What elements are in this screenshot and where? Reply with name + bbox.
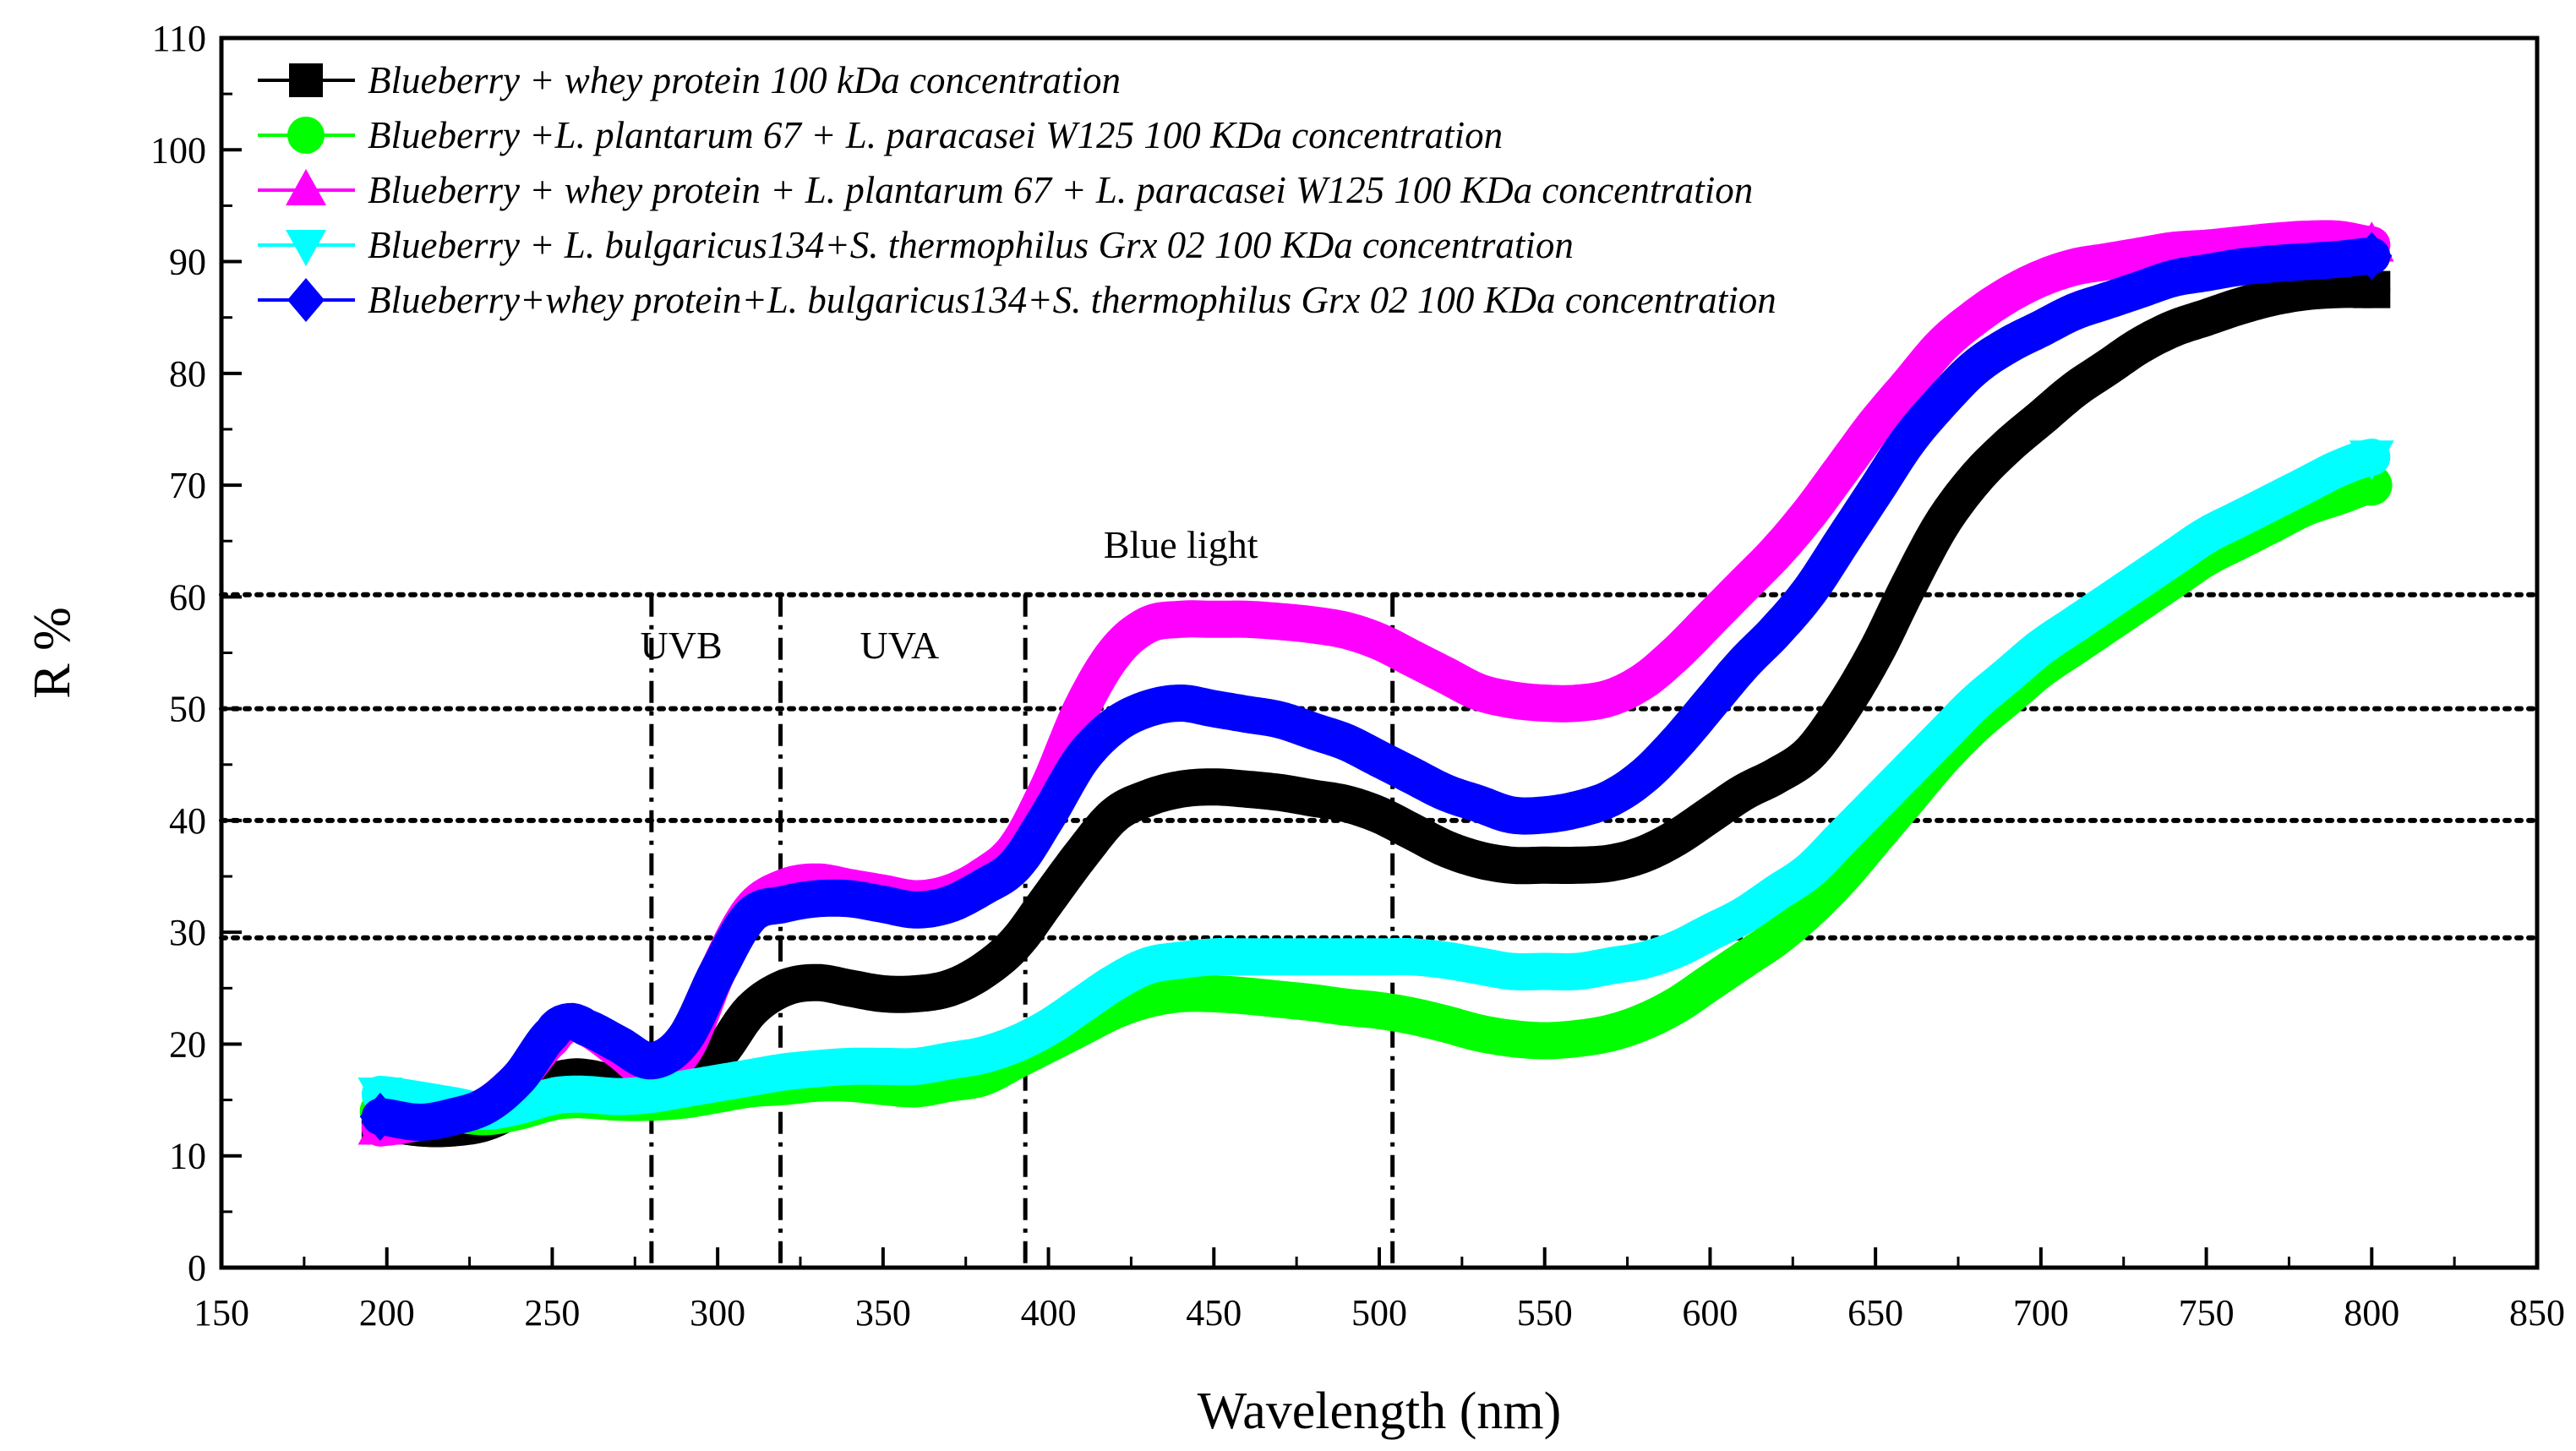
y-tick-label: 0 [188,1247,206,1289]
x-tick-label: 800 [2344,1292,2399,1334]
y-tick-label: 90 [169,242,206,283]
legend-entry: Blueberry + L. bulgaricus134+S. thermoph… [258,224,1574,266]
x-tick-label: 300 [690,1292,745,1334]
x-axis-title: Wavelength (nm) [1198,1383,1562,1440]
legend-label: Blueberry + whey protein + L. plantarum … [368,169,1753,211]
legend: Blueberry + whey protein 100 kDa concent… [258,59,1776,322]
series-end-marker [2351,232,2393,281]
axes: 150 200 250 300 350 400 450 500 550 600 650 700 750 8… [150,18,2565,1334]
legend-marker [289,63,323,97]
series-line [361,237,2391,1141]
legend-label: Blueberry + whey protein 100 kDa concent… [368,59,1121,101]
x-tick-label: 150 [194,1292,249,1334]
y-tick-label: 100 [150,129,206,171]
legend-marker [287,117,325,154]
reference-lines [219,592,2540,1268]
y-tick-label: 70 [169,465,206,506]
legend-label: Blueberry + L. bulgaricus134+S. thermoph… [368,224,1574,266]
y-tick-label: 30 [169,912,206,953]
x-tick-label: 750 [2179,1292,2235,1334]
y-tick-label: 80 [169,353,206,395]
y-tick-label: 40 [169,800,206,842]
legend-marker [286,169,326,205]
region-label: UVA [860,624,940,667]
series-line [361,270,2391,1148]
x-tick-label: 250 [524,1292,580,1334]
x-tick-label: 650 [1847,1292,1903,1334]
y-tick-label: 110 [152,18,206,59]
legend-entry: Blueberry + whey protein + L. plantarum … [258,169,1753,211]
series-end-marker [359,1092,401,1142]
y-tick-label: 60 [169,576,206,618]
series-5 [359,232,2393,1142]
legend-entry: Blueberry +L. plantarum 67 + L. paracase… [258,114,1503,156]
legend-label: Blueberry+whey protein+L. bulgaricus134+… [368,279,1776,321]
legend-label: Blueberry +L. plantarum 67 + L. paracase… [368,114,1503,156]
legend-entry: Blueberry+whey protein+L. bulgaricus134+… [258,278,1776,322]
annotations: UVB UVA Blue light [641,523,1258,667]
region-label: UVB [641,624,723,667]
x-tick-label: 600 [1682,1292,1738,1334]
x-tick-label: 200 [359,1292,415,1334]
y-axis-title: R % [24,607,81,699]
x-tick-label: 850 [2509,1292,2565,1334]
x-tick-label: 400 [1021,1292,1077,1334]
y-tick-label: 10 [169,1136,206,1177]
x-tick-label: 550 [1517,1292,1573,1334]
y-tick-label: 20 [169,1023,206,1065]
x-tick-label: 350 [855,1292,911,1334]
region-label: Blue light [1104,523,1258,566]
x-tick-label: 700 [2013,1292,2069,1334]
legend-marker [286,230,326,266]
legend-marker [287,278,325,322]
x-tick-label: 500 [1351,1292,1407,1334]
series-end-marker [2349,440,2394,481]
series-layer [357,220,2394,1148]
series-line [361,439,2391,1130]
y-tick-label: 50 [169,689,206,730]
legend-entry: Blueberry + whey protein 100 kDa concent… [258,59,1121,101]
x-tick-label: 450 [1186,1292,1242,1334]
